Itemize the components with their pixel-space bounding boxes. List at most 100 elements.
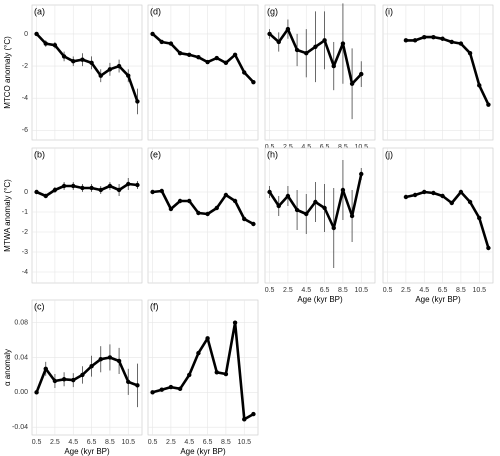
x-tick-label: 8.5 (338, 144, 348, 151)
point (242, 70, 247, 75)
point (52, 378, 58, 384)
point (61, 183, 67, 189)
x-tick-label: 4.5 (68, 439, 78, 446)
point (242, 216, 247, 222)
x-tick-label: 10.5 (121, 439, 135, 446)
x-tick-label: 6.5 (320, 287, 330, 294)
x-tick-label: 4.5 (301, 144, 311, 151)
point (359, 171, 364, 177)
panel: 0.5 2.5 4.5 6.5 8.5 10.5 (f) Age (kyr BP) (147, 299, 259, 456)
point (331, 63, 336, 69)
point (126, 379, 131, 385)
point (61, 377, 67, 382)
x-tick-label: 6.5 (438, 287, 448, 294)
point (98, 187, 103, 193)
line (35, 356, 138, 393)
panel-label: (g) (267, 6, 278, 16)
point (214, 370, 219, 375)
point (126, 181, 131, 187)
x-tick-label: 8.5 (221, 439, 231, 446)
x-tick-label: 6.5 (320, 144, 330, 151)
y-tick-label: -1 (22, 209, 28, 216)
point (294, 207, 300, 213)
panel-label: (d) (150, 6, 161, 16)
point (98, 73, 103, 78)
panel-label: (f) (150, 301, 159, 311)
x-tick-label: 2.5 (166, 439, 176, 446)
point (89, 185, 94, 191)
x-tick-label: 6.5 (87, 439, 97, 446)
x-tick-label: 10.5 (354, 144, 368, 151)
x-tick-label: 0.5 (383, 287, 393, 294)
point (340, 41, 346, 46)
panel-background (147, 299, 259, 436)
panel: 0.52.54.56.58.510.5(g)Age (kyr BP) (264, 3, 376, 161)
panel-label: (a) (34, 6, 45, 16)
point (223, 60, 229, 66)
point (431, 34, 436, 40)
x-axis-label: Age (kyr BP) (415, 295, 461, 304)
point (322, 38, 327, 43)
point (440, 36, 445, 41)
panel: 0 -2 -4 -6 (a) MTCO anomaly (°C) (3, 4, 143, 141)
point (205, 211, 210, 217)
point (251, 411, 256, 417)
point (251, 79, 256, 85)
point (251, 221, 256, 227)
y-tick-label: -4 (22, 269, 28, 276)
point (80, 185, 85, 191)
point (52, 42, 58, 48)
point (205, 336, 210, 341)
x-axis-label: Age (kyr BP) (64, 447, 110, 456)
x-tick-label: 8.5 (105, 439, 115, 446)
point (159, 188, 164, 194)
point (159, 387, 164, 392)
point (116, 63, 122, 69)
point (403, 194, 409, 200)
point (34, 390, 39, 395)
point (89, 60, 94, 66)
x-tick-label: 10.5 (354, 287, 368, 294)
point (126, 73, 131, 78)
panel-label: (c) (34, 301, 45, 311)
y-tick-label: -6 (22, 127, 28, 134)
y-tick-label: 0.08 (14, 319, 28, 326)
x-tick-label: 2.5 (283, 287, 293, 294)
point (150, 189, 155, 195)
point (477, 215, 482, 221)
y-tick-label: -2 (22, 229, 28, 236)
point (486, 102, 491, 107)
x-tick-label: 0.5 (32, 439, 42, 446)
point (412, 38, 418, 43)
x-tick-label: 2.5 (283, 144, 293, 151)
point (340, 187, 346, 193)
point (205, 59, 210, 65)
point (80, 372, 85, 378)
point (422, 189, 427, 195)
x-tick-label: 8.5 (456, 287, 466, 294)
point (135, 182, 140, 188)
point (116, 187, 122, 193)
panel-label: (e) (150, 149, 161, 159)
point (322, 205, 327, 211)
point (34, 31, 39, 37)
point (449, 39, 454, 45)
point (412, 192, 418, 198)
panel: 0 -1 -2 -3 -4 (b) MTWA anomaly (°C) (3, 147, 143, 284)
point (232, 52, 238, 58)
point (150, 31, 155, 37)
point (71, 377, 76, 383)
x-tick-label: 8.5 (338, 287, 348, 294)
panel-background (147, 147, 259, 284)
y-axis-label: MTWA anomaly (°C) (3, 179, 12, 252)
point (223, 371, 229, 377)
point (458, 41, 464, 46)
point (422, 34, 427, 40)
point (187, 372, 192, 378)
y-tick-label: -3 (22, 249, 28, 256)
panel-background (264, 4, 376, 141)
line (405, 190, 490, 249)
point (150, 390, 155, 395)
point (43, 41, 48, 46)
